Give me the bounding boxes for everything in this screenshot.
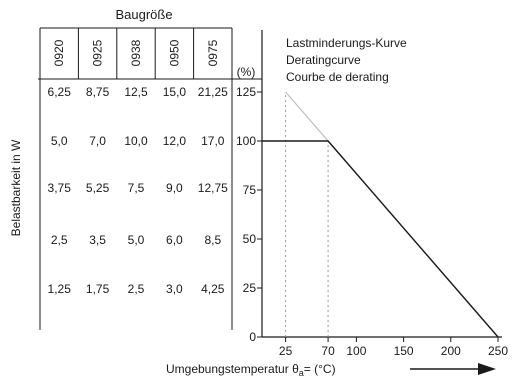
- power-value: 3,0: [166, 282, 183, 296]
- power-value: 17,0: [201, 134, 225, 148]
- x-tick-label: 100: [346, 344, 366, 358]
- axes: [261, 30, 502, 338]
- power-value: 7,0: [89, 134, 106, 148]
- power-value: 9,0: [166, 181, 183, 195]
- x-axis-label-subscript: a: [299, 368, 304, 378]
- y-tick-label: 0: [249, 330, 256, 344]
- power-value: 4,25: [201, 282, 225, 296]
- power-value: 8,5: [204, 233, 221, 247]
- power-value: 6,25: [48, 85, 72, 99]
- x-tick-label: 25: [279, 344, 293, 358]
- power-value: 5,0: [51, 134, 68, 148]
- power-value: 2,5: [51, 233, 68, 247]
- svg-text:Umgebungstemperatur θa= (°C): Umgebungstemperatur θa= (°C): [166, 362, 336, 378]
- power-value: 1,25: [48, 282, 72, 296]
- power-value: 21,25: [198, 85, 228, 99]
- guide-lines: [285, 92, 329, 337]
- percent-label: (%): [237, 65, 256, 79]
- power-value: 7,5: [128, 181, 145, 195]
- y-ticks: 0 25 50 75 100 125: [236, 85, 262, 344]
- x-axis-label-text: Umgebungstemperatur θ: [166, 362, 299, 376]
- size-label: 0925: [91, 39, 105, 66]
- size-label: 0975: [206, 39, 220, 66]
- power-value: 12,5: [124, 85, 148, 99]
- legend-line-1: Lastminderungs-Kurve: [286, 36, 407, 50]
- legend: Lastminderungs-Kurve Deratingcurve Courb…: [286, 36, 407, 84]
- power-value: 3,5: [89, 233, 106, 247]
- size-label: 0950: [167, 39, 181, 66]
- x-axis-label: Umgebungstemperatur θa= (°C): [166, 362, 336, 378]
- legend-line-3: Courbe de derating: [286, 70, 389, 84]
- power-value: 15,0: [163, 85, 187, 99]
- x-ticks: 25 70 100 150 200 250: [279, 337, 508, 358]
- x-tick-label: 70: [321, 344, 335, 358]
- y-tick-label: 25: [243, 281, 257, 295]
- power-value: 8,75: [86, 85, 110, 99]
- table-grid: [38, 27, 262, 330]
- group-header: Baugröße: [115, 7, 172, 22]
- power-value: 12,0: [163, 134, 187, 148]
- power-value: 6,0: [166, 233, 183, 247]
- power-value: 3,75: [48, 181, 72, 195]
- size-labels: 0920 0925 0938 0950 0975: [52, 39, 220, 66]
- power-value: 12,75: [198, 181, 228, 195]
- power-value: 5,0: [128, 233, 145, 247]
- power-value: 5,25: [86, 181, 110, 195]
- y-tick-label: 50: [243, 232, 257, 246]
- size-label: 0920: [52, 39, 66, 66]
- series: [262, 91, 499, 338]
- power-value: 10,0: [124, 134, 148, 148]
- power-values: 6,25 8,75 12,5 15,0 21,25 5,0 7,0 10,0 12,0 17,0 3…: [48, 85, 229, 296]
- x-tick-label: 250: [488, 344, 508, 358]
- power-value: 2,5: [128, 282, 145, 296]
- series-line: [262, 140, 499, 338]
- x-tick-label: 200: [441, 344, 461, 358]
- arrow-icon: [410, 363, 496, 375]
- y-tick-label: 125: [236, 85, 256, 99]
- x-axis-label-unit: = (°C): [304, 362, 336, 376]
- x-tick-label: 150: [394, 344, 414, 358]
- y-tick-label: 100: [236, 134, 256, 148]
- legend-line-2: Deratingcurve: [286, 53, 361, 67]
- size-label: 0938: [129, 39, 143, 66]
- y-axis-label: Belastbarkeit in W: [9, 139, 23, 236]
- y-tick-label: 75: [243, 183, 257, 197]
- power-value: 1,75: [86, 282, 110, 296]
